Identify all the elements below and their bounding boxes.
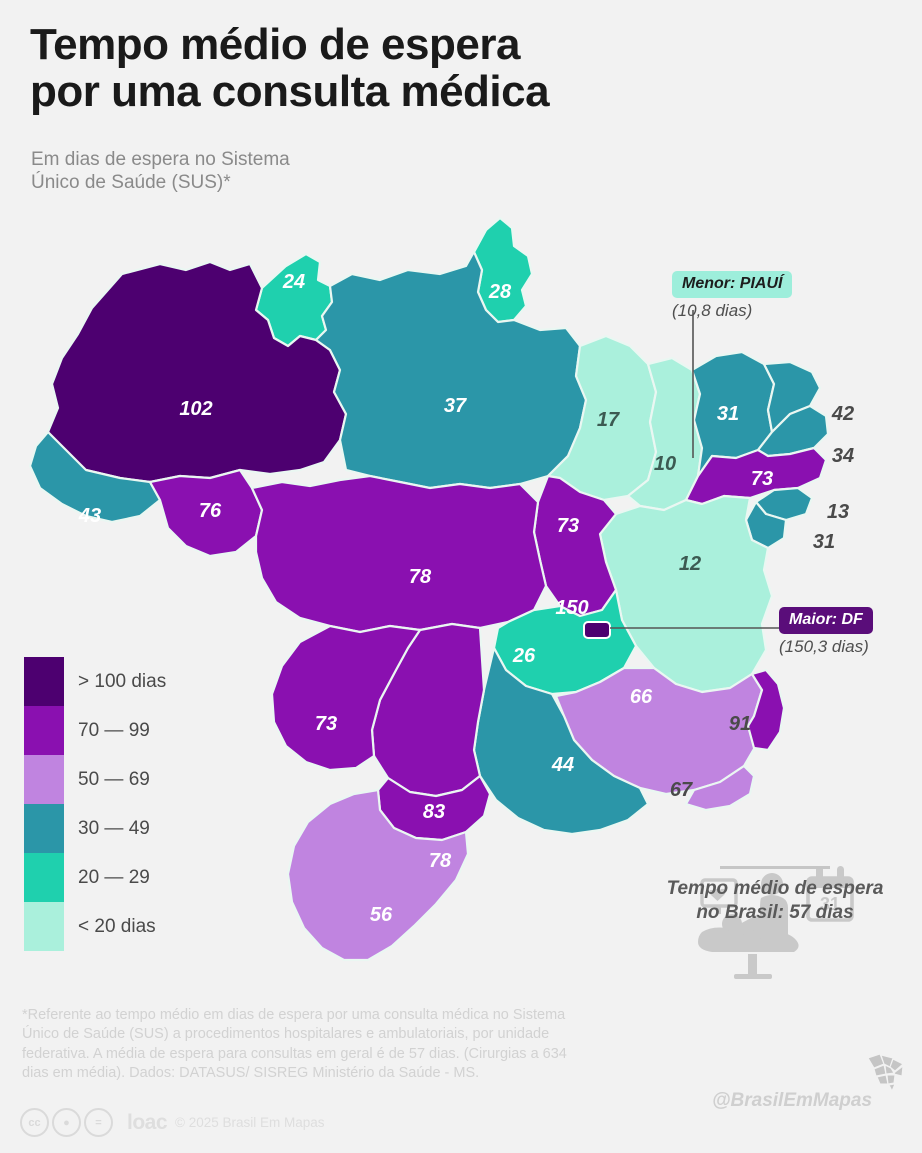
legend-swatch: [24, 902, 64, 951]
map-label-RO: 76: [199, 500, 222, 522]
map-label-SP: 44: [551, 754, 574, 776]
legend-label: 20 — 29: [78, 866, 150, 888]
callout-max-value: (150,3 dias): [779, 637, 869, 656]
map-label-PI: 10: [654, 453, 676, 475]
state-DF[interactable]: [583, 621, 611, 639]
medical-appointment-icon: 31: [698, 866, 854, 979]
cc-nd-icon: =: [84, 1108, 113, 1137]
stat-divider: [720, 866, 830, 869]
map-label-SC: 78: [429, 850, 452, 872]
legend-row[interactable]: 30 — 49: [24, 804, 194, 853]
brazil-choropleth-map: 102 24 28 37 43 76 17 10 31 42 34 73 13 …: [0, 170, 922, 1050]
state-MT[interactable]: [250, 474, 548, 634]
cc-by-icon: ●: [52, 1108, 81, 1137]
legend-swatch: [24, 706, 64, 755]
legend-row[interactable]: 70 — 99: [24, 706, 194, 755]
legend-row[interactable]: < 20 dias: [24, 902, 194, 951]
map-label-RR: 24: [282, 271, 305, 293]
copyright-text: © 2025 Brasil Em Mapas: [175, 1115, 325, 1130]
map-label-CE: 31: [717, 403, 739, 425]
cc-icon: cc: [20, 1108, 49, 1137]
legend-row[interactable]: > 100 dias: [24, 657, 194, 706]
state-ES[interactable]: [746, 668, 786, 752]
map-label-AC: 43: [78, 505, 101, 527]
creative-commons-icons: cc ● =: [20, 1108, 113, 1137]
legend-label: 50 — 69: [78, 768, 150, 790]
map-label-GO: 26: [512, 645, 536, 667]
title-line-2: por uma consulta médica: [30, 66, 550, 116]
svg-text:31: 31: [820, 894, 840, 914]
legend-label: 30 — 49: [78, 817, 150, 839]
credits-row: cc ● = loac © 2025 Brasil Em Mapas: [20, 1108, 325, 1137]
map-label-AP: 28: [488, 281, 512, 303]
callout-minimum: Menor: PIAUÍ (10,8 dias): [672, 271, 793, 321]
map-label-PA: 37: [444, 395, 467, 417]
legend: > 100 dias 70 — 99 50 — 69 30 — 49 20 — …: [24, 657, 194, 951]
legend-swatch: [24, 853, 64, 902]
map-label-MG: 66: [630, 686, 653, 708]
brazil-logo-icon: [867, 1053, 904, 1092]
page-title: Tempo médio de espera por uma consulta m…: [30, 20, 730, 116]
legend-swatch: [24, 755, 64, 804]
map-label-MA: 17: [597, 409, 620, 431]
map-label-AL: 13: [827, 501, 849, 523]
callout-min-value: (10,8 dias): [672, 301, 753, 320]
legend-swatch: [24, 657, 64, 706]
map-label-PR: 83: [423, 801, 445, 823]
state-PA[interactable]: [314, 228, 588, 490]
title-line-1: Tempo médio de espera: [30, 20, 520, 69]
map-label-DF: 150: [555, 597, 588, 619]
map-label-ES: 91: [729, 713, 751, 735]
stat-line-1: Tempo médio de espera: [666, 878, 884, 899]
callout-min-chip: Menor: PIAUÍ: [672, 271, 793, 298]
map-label-TO: 73: [557, 515, 579, 537]
map-label-PB: 34: [832, 445, 854, 467]
map-label-MS: 73: [315, 713, 337, 735]
callout-max-chip: Maior: DF: [779, 607, 873, 634]
national-average-stat: Tempo médio de espera no Brasil: 57 dias: [645, 860, 905, 924]
subtitle-line-2: Único de Saúde (SUS)*: [31, 172, 231, 194]
legend-swatch: [24, 804, 64, 853]
publisher-logo: loac: [127, 1110, 168, 1134]
legend-label: < 20 dias: [78, 915, 156, 937]
legend-label: > 100 dias: [78, 670, 167, 692]
legend-row[interactable]: 50 — 69: [24, 755, 194, 804]
map-label-BA: 12: [679, 553, 701, 575]
state-MA[interactable]: [546, 334, 658, 502]
state-RO[interactable]: [148, 468, 264, 558]
subtitle-line-1: Em dias de espera no Sistema: [31, 149, 290, 170]
map-label-MT: 78: [409, 566, 432, 588]
map-label-AM: 102: [179, 398, 212, 420]
map-label-PE: 73: [751, 468, 773, 490]
state-MS[interactable]: [270, 624, 422, 772]
map-label-SE: 31: [813, 531, 835, 553]
map-label-RS: 56: [370, 904, 393, 926]
map-label-RN: 42: [831, 403, 854, 425]
map-label-RJ: 67: [670, 779, 693, 801]
legend-row[interactable]: 20 — 29: [24, 853, 194, 902]
callout-maximum: Maior: DF (150,3 dias): [779, 607, 873, 657]
stat-line-2: no Brasil: 57 dias: [696, 901, 854, 923]
social-handle: @BrasilEmMapas: [712, 1090, 873, 1111]
state-RS[interactable]: [286, 788, 470, 962]
state-AC[interactable]: [28, 430, 162, 524]
legend-label: 70 — 99: [78, 719, 150, 741]
state-RJ[interactable]: [684, 764, 756, 812]
page-subtitle: Em dias de espera no Sistema Único de Sa…: [31, 148, 461, 194]
footnote-text: *Referente ao tempo médio em dias de esp…: [22, 1007, 567, 1082]
